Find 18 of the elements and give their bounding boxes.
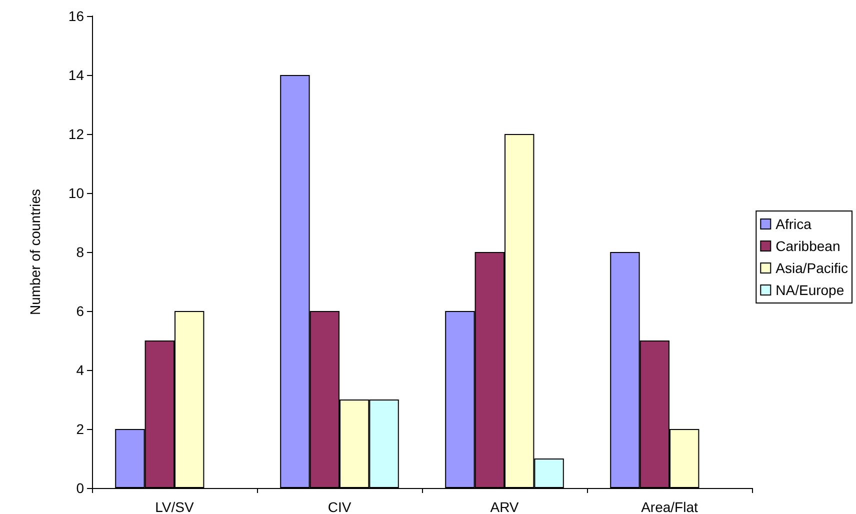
y-tick-label: 6	[76, 303, 84, 319]
x-tick-label: CIV	[328, 499, 352, 514]
legend-label: NA/Europe	[776, 282, 844, 298]
y-tick-label: 2	[76, 421, 84, 437]
x-tick-label: ARV	[490, 499, 520, 514]
y-tick-label: 12	[68, 126, 84, 142]
y-tick-label: 0	[76, 480, 84, 496]
legend-label: Asia/Pacific	[776, 260, 848, 276]
legend-label: Caribbean	[776, 238, 840, 254]
x-tick-label: Area/Flat	[641, 499, 698, 514]
legend-label: Africa	[776, 216, 812, 232]
y-axis-title: Number of countries	[27, 188, 43, 316]
y-tick-label: 8	[76, 244, 84, 260]
y-tick-label: 4	[76, 362, 84, 378]
y-tick-label: 16	[68, 8, 84, 24]
y-tick-label: 10	[68, 185, 84, 201]
y-tick-label: 14	[68, 67, 84, 83]
x-tick-label: LV/SV	[155, 499, 194, 514]
